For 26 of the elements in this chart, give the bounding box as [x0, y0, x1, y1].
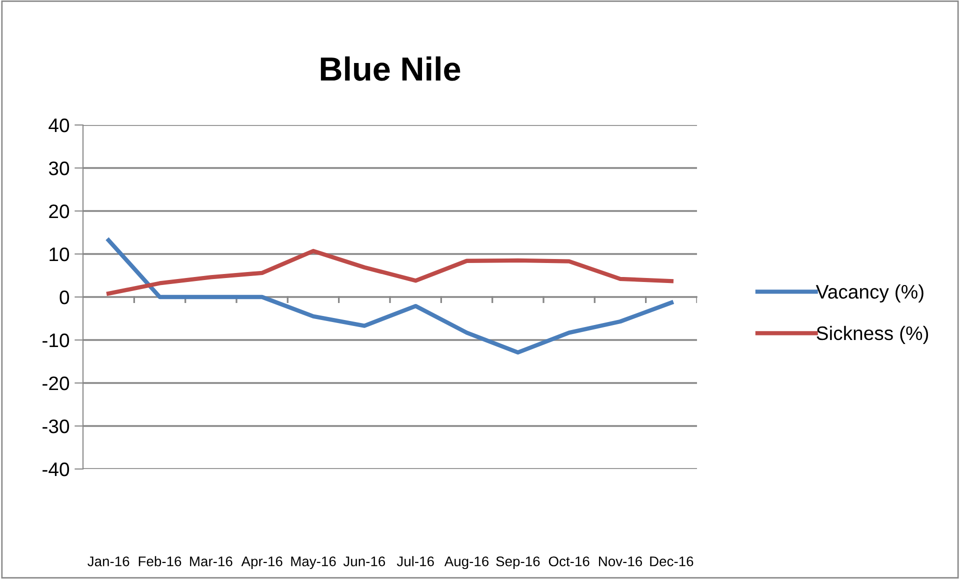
x-tick-label: Apr-16: [241, 556, 282, 570]
legend-label: Sickness (%): [816, 326, 928, 344]
y-tick-label: -20: [42, 376, 70, 390]
x-tick-label: Jun-16: [343, 556, 386, 566]
y-tick-label: -40: [42, 462, 70, 476]
x-tick-label: Aug-16: [444, 556, 489, 570]
x-tick-label: Jan-16: [88, 556, 130, 566]
x-tick-label: Oct-16: [548, 556, 590, 566]
legend-label: Vacancy (%): [816, 284, 924, 303]
line-series: [106, 248, 674, 296]
x-tick-label: May-16: [291, 556, 336, 570]
x-tick-label: Mar-16: [190, 556, 232, 566]
x-tick-label: Feb-16: [138, 556, 182, 566]
x-tick-label: Jul-16: [396, 556, 434, 566]
line-series: [106, 238, 674, 355]
y-tick-label: 20: [49, 204, 70, 218]
y-tick-label: -30: [42, 419, 70, 434]
y-tick-label: 40: [48, 118, 70, 132]
y-tick-label: 30: [48, 161, 70, 176]
y-tick-label: 10: [50, 247, 70, 262]
x-tick-label: Nov-16: [599, 556, 642, 566]
y-tick-label: -10: [42, 333, 70, 348]
y-tick-label: 0: [60, 290, 70, 304]
chart-title: Blue Nile: [320, 56, 460, 81]
x-tick-label: Dec-16: [650, 556, 694, 566]
x-tick-label: Sep-16: [496, 556, 540, 570]
